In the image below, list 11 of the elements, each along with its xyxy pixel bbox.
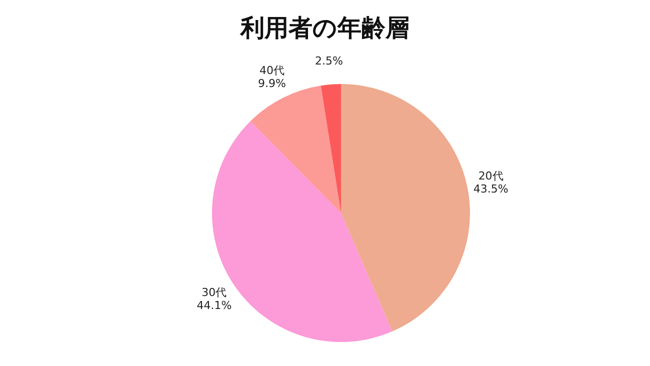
data-label: 2.5% [315,54,343,67]
slice-label: 30代 [202,286,227,299]
pie-slice [320,84,341,213]
slice-label: 40代 [259,63,284,76]
slice-label: 20代 [478,168,504,182]
data-label: 9.9% [258,76,286,90]
data-label: 43.5% [473,182,508,195]
pie-slice [250,86,341,213]
data-label: 44.1% [196,298,232,312]
pie-slice [341,84,470,332]
chart-title: 利用者の年齢層 [238,13,410,44]
